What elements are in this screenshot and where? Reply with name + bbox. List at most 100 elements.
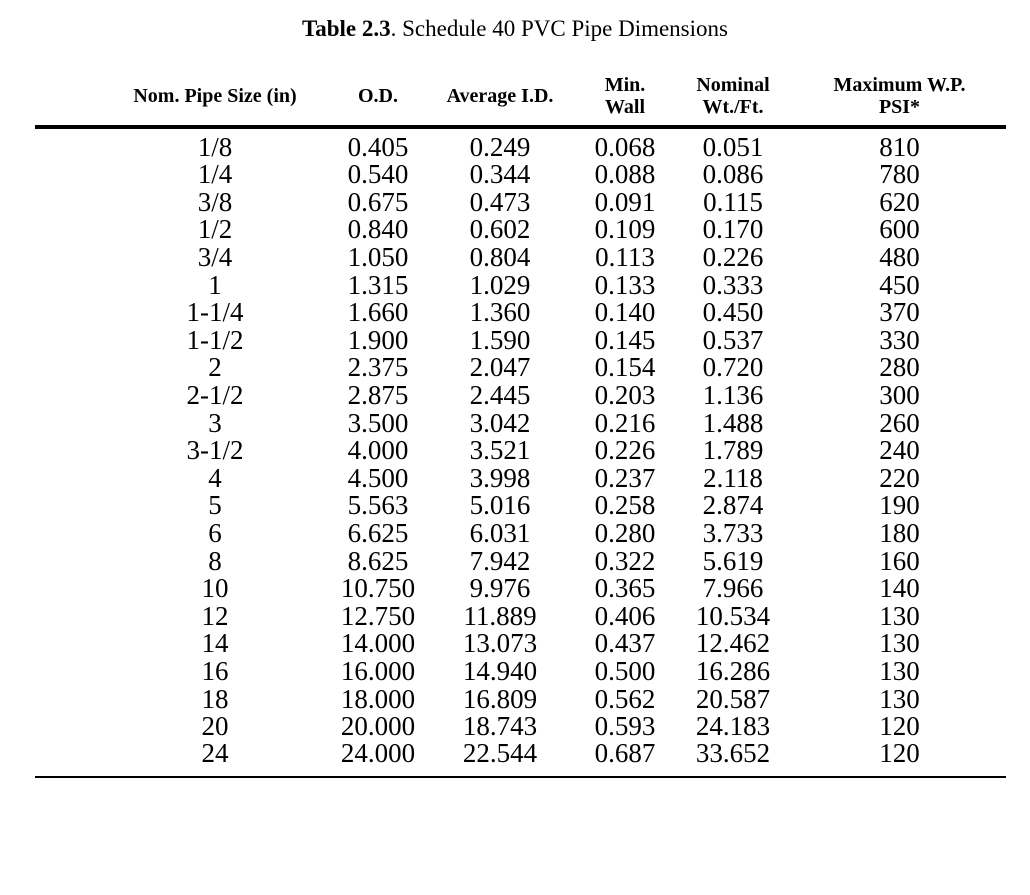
- table-cell: 5: [208, 490, 222, 521]
- table-cell: 810: [879, 132, 920, 162]
- table-cell: 300: [879, 380, 920, 411]
- row-spacer-cell: [35, 465, 97, 493]
- table-row: 12 12.750 11.889 0.406 10.534 130: [35, 600, 1006, 631]
- table-cell: 0.406: [594, 600, 656, 631]
- table-cell: 280: [879, 352, 920, 383]
- row-spacer-cell: [35, 492, 97, 520]
- table-cell: 130: [879, 655, 920, 686]
- table-row: 1-1/2 1.900 1.590 0.145 0.537 330: [35, 327, 1006, 355]
- row-spacer-cell: [35, 603, 97, 631]
- row-spacer-cell: [35, 127, 97, 161]
- table-cell: 0.109: [594, 214, 656, 245]
- table-cell: 5.563: [347, 490, 409, 521]
- table-cell: 0.226: [702, 242, 764, 273]
- table-cell: 16.286: [695, 655, 771, 686]
- table-cell: 0.675: [347, 186, 409, 217]
- table-cell: 7.942: [469, 545, 531, 576]
- table-cell: 1.136: [702, 380, 764, 411]
- table-cell: 5.619: [702, 545, 764, 576]
- table-cell: 0.540: [347, 159, 409, 190]
- table-cell: 0.051: [702, 132, 764, 162]
- table-cell: 140: [879, 573, 920, 604]
- table-cell: 1-1/4: [186, 297, 244, 328]
- table-cell: 0.687: [577, 740, 673, 779]
- table-cell: 780: [879, 159, 920, 190]
- table-row: 20 20.000 18.743 0.593 24.183 120: [35, 713, 1006, 741]
- table-cell: 18.000: [340, 683, 416, 714]
- row-spacer-cell: [35, 658, 97, 686]
- row-spacer-cell: [35, 409, 97, 437]
- header-line: O.D.: [358, 85, 398, 107]
- table-cell: 2.047: [469, 352, 531, 383]
- table-cell: 4.000: [347, 435, 409, 466]
- table-cell: 20.587: [695, 683, 771, 714]
- row-spacer-cell: [35, 327, 97, 355]
- table-cell: 1/4: [197, 159, 233, 190]
- table-cell: 20: [201, 711, 229, 742]
- table-cell: 1: [208, 269, 222, 300]
- table-cell: 14: [201, 628, 229, 659]
- table-cell: 1-1/2: [186, 324, 244, 355]
- table-cell: 0.091: [594, 186, 656, 217]
- table-cell: 0.365: [594, 573, 656, 604]
- table-cell: 1.315: [347, 269, 409, 300]
- table-cell: 600: [879, 214, 920, 245]
- table-cell: 1.360: [469, 297, 531, 328]
- row-spacer-cell: [35, 216, 97, 244]
- table-cell: 11.889: [463, 600, 537, 631]
- table-cell: 220: [879, 462, 920, 493]
- table-cell: 10: [201, 573, 229, 604]
- table-cell: 13.073: [462, 628, 538, 659]
- table-cell: 1.488: [702, 407, 764, 438]
- table-cell: 0.237: [594, 462, 656, 493]
- table-row: 2 2.375 2.047 0.154 0.720 280: [35, 354, 1006, 382]
- table-row: 8 8.625 7.942 0.322 5.619 160: [35, 547, 1006, 575]
- table-cell: 0.115: [703, 186, 763, 217]
- table-cell: 3.521: [469, 435, 531, 466]
- pipe-dimensions-table: Nom. Pipe Size (in) O.D. Average I.D. Mi…: [35, 74, 1006, 779]
- table-cell: 1.029: [469, 269, 531, 300]
- column-header-nom-pipe-size: Nom. Pipe Size (in): [97, 74, 333, 129]
- table-cell: 5.016: [469, 490, 531, 521]
- table-cell: 0.322: [594, 545, 656, 576]
- row-spacer-cell: [35, 382, 97, 410]
- table-cell: 1.900: [347, 324, 409, 355]
- table-cell: 3/4: [197, 242, 233, 273]
- table-cell: 130: [879, 600, 920, 631]
- table-cell: 330: [879, 324, 920, 355]
- row-spacer-cell: [35, 189, 97, 217]
- table-cell: 2.118: [703, 462, 763, 493]
- header-line: Wt./Ft.: [702, 96, 764, 118]
- table-cell: 0.226: [594, 435, 656, 466]
- table-cell: 4.500: [347, 462, 409, 493]
- table-cell: 3.998: [469, 462, 531, 493]
- table-cell: 6.031: [469, 518, 531, 549]
- row-spacer-cell: [35, 630, 97, 658]
- table-row: 3 3.500 3.042 0.216 1.488 260: [35, 409, 1006, 437]
- table-cell: 0.333: [702, 269, 764, 300]
- header-line: Nom. Pipe Size (in): [133, 85, 297, 107]
- table-cell: 180: [879, 518, 920, 549]
- table-row: 4 4.500 3.998 0.237 2.118 220: [35, 465, 1006, 493]
- table-cell: 160: [879, 545, 920, 576]
- row-spacer-cell: [35, 740, 97, 779]
- table-cell: 16: [201, 655, 229, 686]
- row-spacer-cell: [35, 713, 97, 741]
- table-cell: 18: [201, 683, 229, 714]
- table-cell: 0.562: [594, 683, 656, 714]
- table-cell: 0.216: [594, 407, 656, 438]
- table-cell: 0.537: [702, 324, 764, 355]
- table-cell: 0.602: [469, 214, 531, 245]
- table-cell: 0.405: [347, 132, 409, 162]
- table-cell: 130: [879, 628, 920, 659]
- row-spacer-cell: [35, 520, 97, 548]
- table-cell: 0.593: [594, 711, 656, 742]
- header-line: PSI*: [878, 96, 921, 118]
- table-cell: 260: [879, 407, 920, 438]
- row-spacer-cell: [35, 299, 97, 327]
- header-row: Nom. Pipe Size (in) O.D. Average I.D. Mi…: [35, 74, 1006, 129]
- table-cell: 0.473: [469, 186, 531, 217]
- row-spacer-cell: [35, 547, 97, 575]
- table-cell: 0.203: [594, 380, 656, 411]
- row-spacer-cell: [35, 271, 97, 299]
